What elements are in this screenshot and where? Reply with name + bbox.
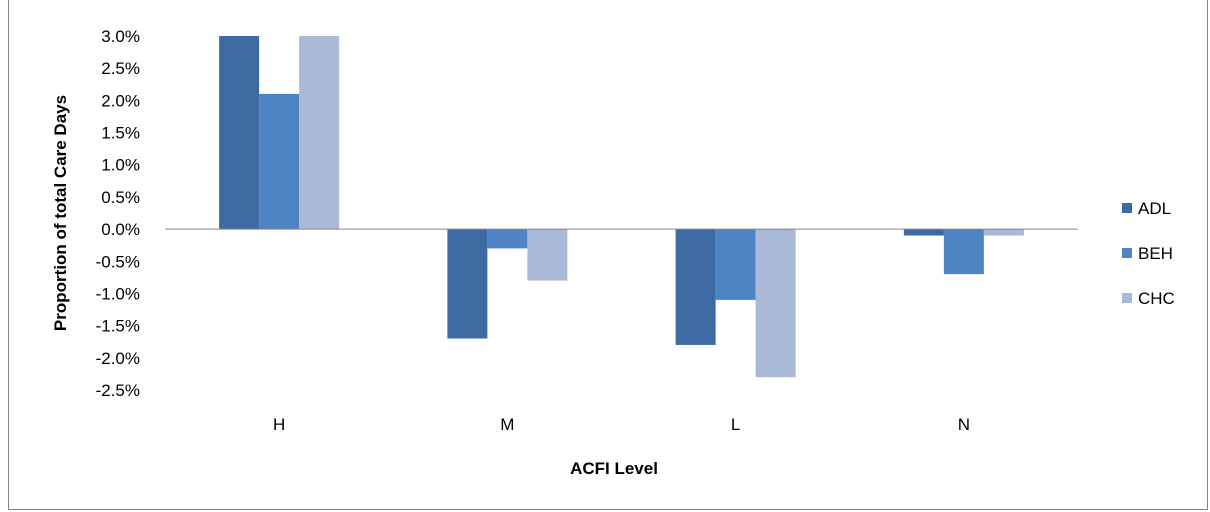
bar-chc-l — [755, 229, 796, 378]
y-tick-label: -0.5% — [96, 252, 140, 271]
bar-adl-l — [675, 229, 716, 345]
y-tick-label: 0.5% — [101, 188, 140, 207]
y-tick-label: 3.0% — [101, 27, 140, 46]
legend-swatch-beh — [1122, 248, 1132, 258]
y-tick-label: 2.0% — [101, 91, 140, 110]
y-tick-label: 0.0% — [101, 220, 140, 239]
bar-beh-n — [943, 229, 984, 275]
bar-chc-h — [299, 36, 340, 230]
y-tick-label: 2.5% — [101, 59, 140, 78]
x-tick-label: N — [958, 415, 970, 434]
bar-beh-l — [715, 229, 756, 300]
y-tick-label: -1.0% — [96, 284, 140, 303]
bar-beh-h — [259, 93, 300, 230]
y-axis-title: Proportion of total Care Days — [51, 95, 70, 331]
legend-label-beh: BEH — [1138, 244, 1173, 263]
x-tick-label: H — [273, 415, 285, 434]
y-tick-label: -2.5% — [96, 381, 140, 400]
bar-beh-m — [487, 229, 528, 249]
y-axis-ticks: 3.0% 2.5% 2.0% 1.5% 1.0% 0.5% 0.0% -0.5% -1.0% -1… — [96, 27, 140, 400]
legend-label-chc: CHC — [1138, 289, 1175, 308]
bar-adl-n — [903, 229, 944, 236]
x-axis-title: ACFI Level — [570, 459, 658, 478]
legend: ADL BEH CHC — [1122, 199, 1175, 308]
legend-swatch-chc — [1122, 293, 1132, 303]
legend-swatch-adl — [1122, 203, 1132, 213]
bars — [219, 36, 1024, 378]
chart-frame — [8, 0, 1208, 510]
x-tick-label: L — [731, 415, 740, 434]
y-tick-label: -1.5% — [96, 317, 140, 336]
y-tick-label: 1.5% — [101, 124, 140, 143]
y-tick-label: -2.0% — [96, 349, 140, 368]
bar-adl-m — [447, 229, 488, 339]
legend-label-adl: ADL — [1138, 199, 1171, 218]
bar-adl-h — [219, 36, 260, 230]
bar-chc-n — [983, 229, 1024, 236]
bar-chc-m — [527, 229, 568, 281]
y-tick-label: 1.0% — [101, 156, 140, 175]
x-tick-label: M — [500, 415, 514, 434]
